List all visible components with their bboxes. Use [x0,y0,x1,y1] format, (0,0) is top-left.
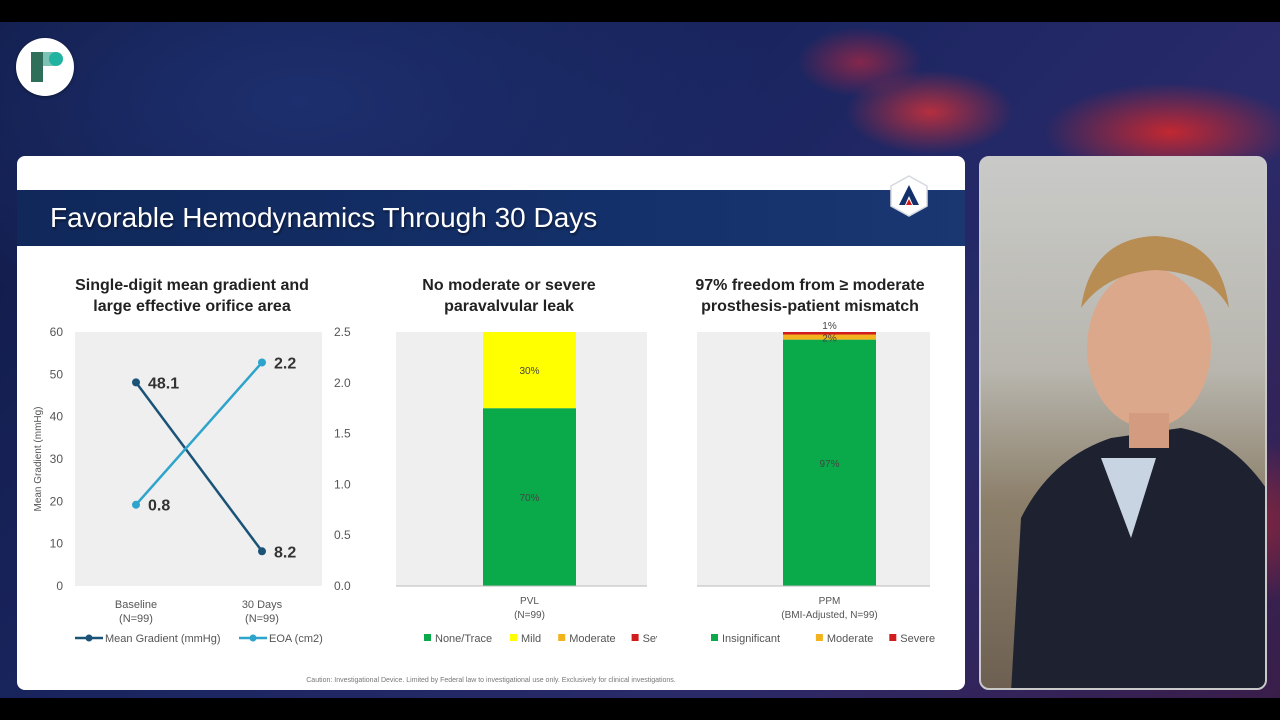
chart2-legend-label: None/Trace [435,633,492,645]
chart2-legend-swatch [510,634,517,641]
chart1-data-label: 8.2 [274,544,296,561]
company-hexagon-logo-icon [890,175,928,217]
chart3-title-line1: 97% freedom from ≥ moderate [695,277,925,294]
chart1-data-point [258,547,266,556]
chart1-data-label: 48.1 [148,375,179,392]
chart1-ytick-label: 60 [50,325,64,339]
chart3-stacked-bar: 97% 2% 1% PPM (BMI-Adjusted, N=99) Insignific… [697,321,935,645]
chart2-legend-label: Mild [521,633,541,645]
chart1-title-line2: large effective orifice area [93,298,291,315]
chart3-legend-swatch [711,634,718,641]
chart2-category-label: PVL [520,596,539,607]
chart1-y2tick-label: 1.0 [334,477,351,491]
chart2-legend-label: Severe [643,633,657,645]
chart1-data-label: 2.2 [274,355,296,372]
chart1-title-line1: Single-digit mean gradient and [75,277,309,294]
chart1-ytick-label: 40 [50,410,64,424]
chart2-bar-segment [483,332,576,409]
letterbox-bottom [0,698,1280,720]
chart3-title: 97% freedom from ≥ moderate prosthesis-p… [665,275,955,317]
chart3-bar-segment [783,334,876,340]
slide-title: Favorable Hemodynamics Through 30 Days [50,202,598,233]
chart1-data-point [132,378,140,387]
chart1-series-line-1 [135,361,263,506]
chart2-bar-label: 70% [519,493,539,504]
chart3-legend-label: Insignificant [722,633,780,645]
chart1-data-point [258,358,266,367]
chart3-legend-swatch [815,634,823,641]
chart1-ytick-label: 10 [50,537,64,551]
chart1-data-label: 0.8 [148,498,170,515]
chart2-legend-swatch [558,634,566,641]
chart1-plot-area [75,332,322,586]
chart2-bar-label: 30% [519,366,539,377]
chart1-y2tick-label: 0.5 [334,528,351,542]
chart1-ytick-label: 30 [50,452,64,466]
chart1-ytick-label: 20 [50,494,64,508]
channel-logo-icon[interactable] [16,38,74,96]
chart2-stacked-bar: 70% 30% PVL (N=99) None/Trace Mild Moderate Sev… [396,332,657,645]
chart1-y2tick-label: 0.0 [334,579,351,593]
chart1-legend-marker [249,634,257,642]
chart2-legend-swatch [631,634,639,641]
chart3-bar-label: 97% [819,459,839,470]
chart2-title-line1: No moderate or severe [422,277,596,294]
chart1-xtick-label: Baseline [115,599,157,611]
chart2-title-line2: paravalvular leak [444,298,574,315]
chart1-xtick-sublabel: (N=99) [245,613,279,625]
slide-header: Favorable Hemodynamics Through 30 Days [17,190,965,246]
letterbox-top [0,0,1280,22]
chart1-series-line-0 [134,381,264,553]
chart1-y2tick-label: 2.5 [334,325,351,339]
chart1-title: Single-digit mean gradient and large eff… [47,275,337,317]
chart1-y2tick-label: 1.5 [334,427,351,441]
chart3-title-line2: prosthesis-patient mismatch [701,298,919,315]
chart2-legend-label: Moderate [569,633,615,645]
chart1-legend-label: EOA (cm2) [269,633,323,645]
presentation-slide: Favorable Hemodynamics Through 30 Days S… [17,156,965,690]
chart1-line-chart: 0 10 20 30 40 50 60 0.0 0.5 1.0 1.5 2.0 2.5 Mean Grad… [33,325,351,645]
chart3-legend-label: Moderate [827,633,873,645]
chart1-ytick-label: 50 [50,367,64,381]
chart3-bar-segment [783,339,876,586]
chart1-xtick-sublabel: (N=99) [119,613,153,625]
chart1-legend-label: Mean Gradient (mmHg) [105,633,221,645]
chart2-title: No moderate or severe paravalvular leak [379,275,639,317]
chart1-ytick-label: 0 [56,579,63,593]
speaker-silhouette [1011,236,1265,688]
chart3-bar-label: 2% [822,334,837,345]
chart1-y2tick-label: 2.0 [334,376,351,390]
chart3-category-label: PPM [819,596,841,607]
chart3-legend-label: Severe [900,633,935,645]
chart3-bar-label: 1% [822,321,837,332]
slide-caption: Caution: Investigational Device. Limited… [306,677,676,684]
speaker-video [979,156,1267,690]
chart1-ylabel: Mean Gradient (mmHg) [33,406,44,511]
chart2-bar-segment [483,408,576,586]
chart1-data-point [132,500,140,509]
chart3-bar-segment [783,332,876,335]
chart3-category-sublabel: (BMI-Adjusted, N=99) [781,610,877,621]
chart2-category-sublabel: (N=99) [514,610,545,621]
chart3-legend-swatch [889,634,897,641]
chart1-xtick-label: 30 Days [242,599,283,611]
chart1-legend-marker [85,634,93,642]
chart2-legend-swatch [424,634,431,641]
